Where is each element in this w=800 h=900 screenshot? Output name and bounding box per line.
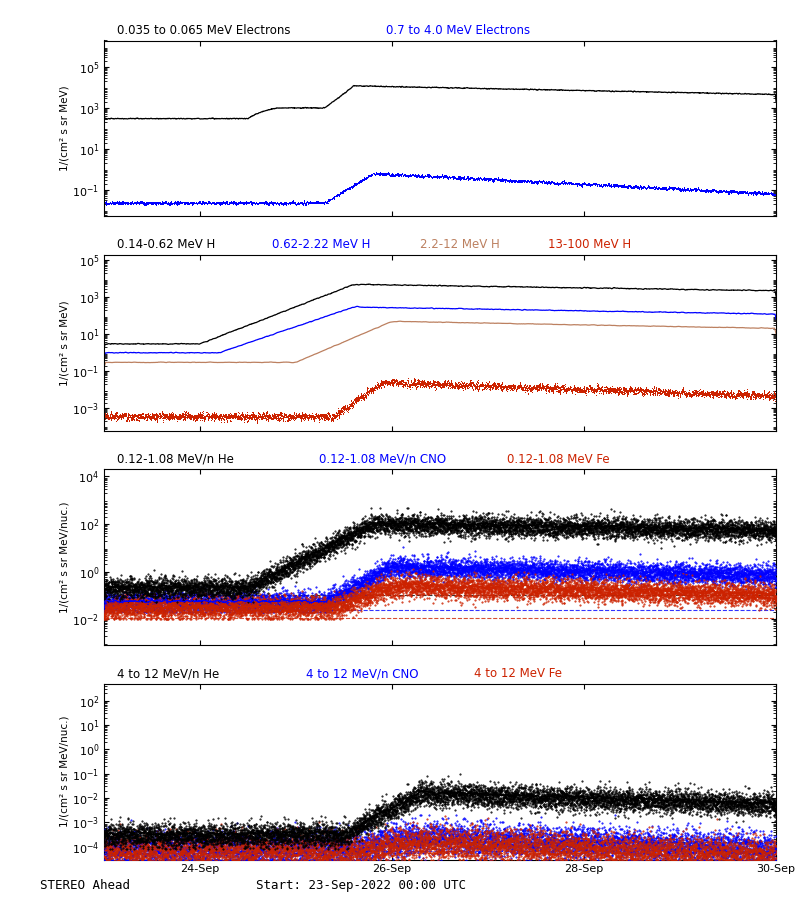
Text: STEREO Ahead: STEREO Ahead	[40, 879, 130, 892]
Text: 13-100 MeV H: 13-100 MeV H	[547, 238, 630, 251]
Text: 4 to 12 MeV Fe: 4 to 12 MeV Fe	[474, 667, 562, 680]
Y-axis label: 1/(cm² s sr MeV): 1/(cm² s sr MeV)	[59, 300, 70, 385]
Y-axis label: 1/(cm² s sr MeV): 1/(cm² s sr MeV)	[59, 86, 70, 171]
Text: 0.035 to 0.065 MeV Electrons: 0.035 to 0.065 MeV Electrons	[118, 24, 291, 37]
Text: Start: 23-Sep-2022 00:00 UTC: Start: 23-Sep-2022 00:00 UTC	[256, 879, 466, 892]
Text: 0.62-2.22 MeV H: 0.62-2.22 MeV H	[272, 238, 370, 251]
Text: 0.14-0.62 MeV H: 0.14-0.62 MeV H	[118, 238, 216, 251]
Text: 0.12-1.08 MeV/n He: 0.12-1.08 MeV/n He	[118, 453, 234, 466]
Text: 0.12-1.08 MeV Fe: 0.12-1.08 MeV Fe	[507, 453, 610, 466]
Text: 4 to 12 MeV/n He: 4 to 12 MeV/n He	[118, 667, 220, 680]
Text: 0.7 to 4.0 MeV Electrons: 0.7 to 4.0 MeV Electrons	[386, 24, 530, 37]
Text: 2.2-12 MeV H: 2.2-12 MeV H	[420, 238, 499, 251]
Text: 4 to 12 MeV/n CNO: 4 to 12 MeV/n CNO	[306, 667, 418, 680]
Y-axis label: 1/(cm² s sr MeV/nuc.): 1/(cm² s sr MeV/nuc.)	[59, 716, 69, 827]
Y-axis label: 1/(cm² s sr MeV/nuc.): 1/(cm² s sr MeV/nuc.)	[59, 501, 70, 613]
Text: 0.12-1.08 MeV/n CNO: 0.12-1.08 MeV/n CNO	[319, 453, 446, 466]
